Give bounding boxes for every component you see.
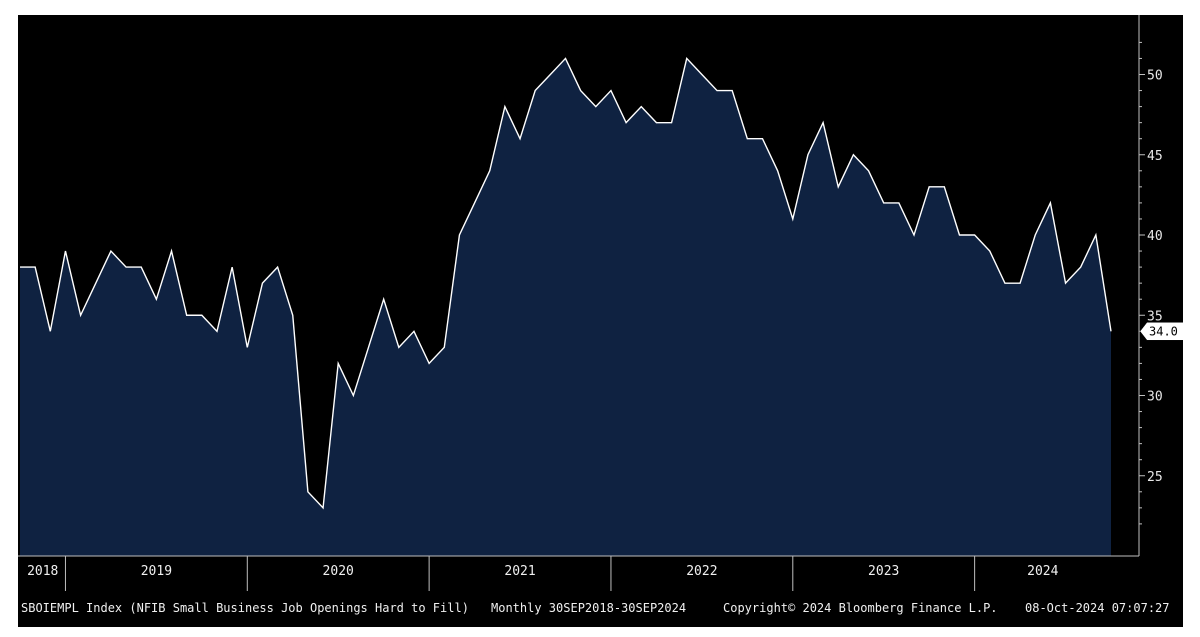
series-line xyxy=(20,57,1112,510)
x-year-label: 2024 xyxy=(1027,564,1058,579)
x-year-label: 2020 xyxy=(323,564,354,579)
area-layer xyxy=(20,57,1112,556)
x-year-label: 2021 xyxy=(504,564,535,579)
x-year-label: 2019 xyxy=(141,564,172,579)
footer-range: Monthly 30SEP2018-30SEP2024 xyxy=(491,601,686,615)
y-axis: 25 30 35 40 45 50 34.0 xyxy=(1138,15,1183,556)
chart-panel: 25 30 35 40 45 50 34.0 2018 2019 2020 2021 2022 202… xyxy=(18,15,1183,627)
footer-copyright: Copyright© 2024 Bloomberg Finance L.P. xyxy=(723,601,998,615)
y-tick-label: 45 xyxy=(1147,149,1163,164)
y-tick-label: 40 xyxy=(1147,229,1163,244)
y-tick-label: 25 xyxy=(1147,470,1163,485)
y-tick-label: 50 xyxy=(1147,69,1163,84)
footer-ticker: SBOIEMPL Index (NFIB Small Business Job … xyxy=(21,601,469,615)
footer-timestamp: 08-Oct-2024 07:07:27 xyxy=(1025,601,1170,615)
x-year-label: 2023 xyxy=(868,564,899,579)
y-tick-label: 30 xyxy=(1147,390,1163,405)
last-value-tag xyxy=(1139,322,1183,341)
x-year-label: 2022 xyxy=(686,564,717,579)
footer: SBOIEMPL Index (NFIB Small Business Job … xyxy=(21,601,1170,615)
y-tick-label: 35 xyxy=(1147,309,1163,324)
x-year-label: 2018 xyxy=(27,564,58,579)
series-area xyxy=(20,58,1111,556)
x-axis: 2018 2019 2020 2021 2022 2023 2024 xyxy=(18,555,1139,591)
chart-svg: 25 30 35 40 45 50 34.0 2018 2019 2020 2021 2022 202… xyxy=(18,15,1183,615)
last-value-label: 34.0 xyxy=(1149,324,1178,338)
